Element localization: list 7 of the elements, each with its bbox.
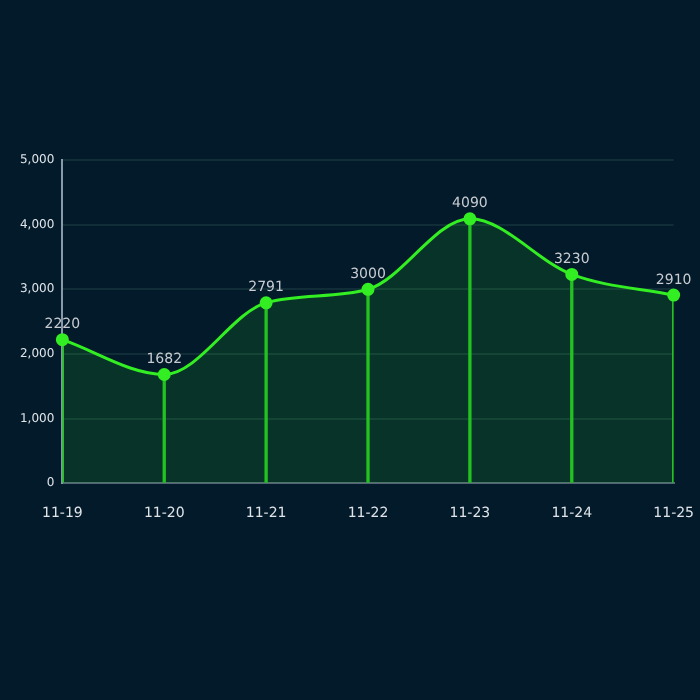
point: [463, 212, 477, 226]
point: [667, 288, 681, 302]
point: [259, 296, 273, 310]
point: [361, 282, 375, 296]
point: [55, 333, 69, 347]
point: [157, 367, 171, 381]
point: [565, 267, 579, 281]
